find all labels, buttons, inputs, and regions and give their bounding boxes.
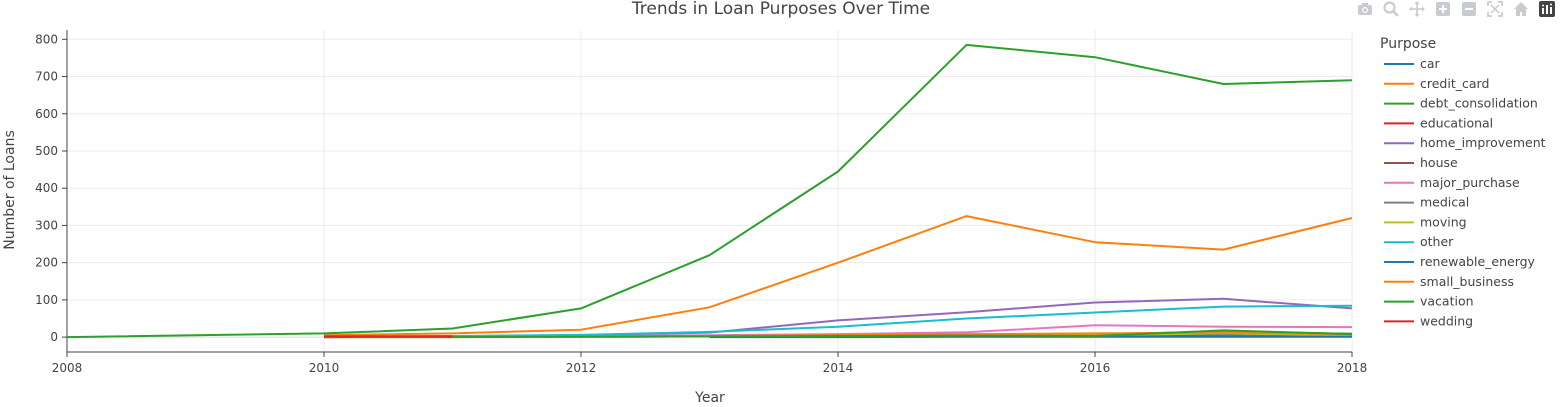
y-tick-label: 0 bbox=[50, 330, 58, 344]
legend-item-major_purchase[interactable]: major_purchase bbox=[1384, 175, 1520, 190]
legend-item-vacation[interactable]: vacation bbox=[1384, 294, 1474, 309]
legend-label: other bbox=[1420, 234, 1454, 249]
series-line-debt_consolidation[interactable] bbox=[67, 45, 1352, 337]
legend-item-medical[interactable]: medical bbox=[1384, 195, 1469, 210]
y-axis-title: Number of Loans bbox=[2, 130, 18, 250]
legend-item-small_business[interactable]: small_business bbox=[1384, 274, 1514, 289]
y-tick-label: 400 bbox=[35, 181, 58, 195]
y-tick-label: 800 bbox=[35, 32, 58, 46]
x-tick-label: 2010 bbox=[309, 361, 340, 375]
legend-item-renewable_energy[interactable]: renewable_energy bbox=[1384, 254, 1536, 269]
x-axis-title: Year bbox=[694, 390, 725, 403]
legend-items: car credit_card debt_consolidation educatio… bbox=[1384, 56, 1546, 328]
x-tick-label: 2012 bbox=[566, 361, 597, 375]
x-tick-label: 2018 bbox=[1337, 361, 1368, 375]
legend-item-moving[interactable]: moving bbox=[1384, 214, 1467, 229]
legend: Purpose car credit_card debt_consolidation… bbox=[1380, 36, 1546, 328]
legend-label: medical bbox=[1420, 195, 1469, 210]
y-tick-label: 100 bbox=[35, 293, 58, 307]
legend-item-home_improvement[interactable]: home_improvement bbox=[1384, 135, 1546, 150]
series-layer bbox=[67, 45, 1352, 337]
legend-item-car[interactable]: car bbox=[1384, 56, 1441, 71]
y-tick-label: 300 bbox=[35, 218, 58, 232]
legend-label: car bbox=[1420, 56, 1441, 71]
plotly-logo-icon[interactable] bbox=[1538, 0, 1556, 18]
grid-layer bbox=[67, 30, 1352, 352]
legend-item-credit_card[interactable]: credit_card bbox=[1384, 76, 1489, 91]
x-tick-label: 2014 bbox=[823, 361, 854, 375]
chart-title: Trends in Loan Purposes Over Time bbox=[631, 0, 930, 19]
pan-icon[interactable] bbox=[1408, 0, 1426, 18]
legend-label: moving bbox=[1420, 214, 1467, 229]
legend-label: major_purchase bbox=[1420, 175, 1520, 190]
autoscale-icon[interactable] bbox=[1486, 0, 1504, 18]
legend-label: vacation bbox=[1420, 294, 1474, 309]
zoom-out-icon[interactable] bbox=[1460, 0, 1478, 18]
x-tick-label: 2016 bbox=[1080, 361, 1111, 375]
legend-label: debt_consolidation bbox=[1420, 96, 1538, 111]
y-tick-label: 200 bbox=[35, 256, 58, 270]
zoom-in-icon[interactable] bbox=[1434, 0, 1452, 18]
home-icon[interactable] bbox=[1512, 0, 1530, 18]
legend-item-other[interactable]: other bbox=[1384, 234, 1454, 249]
legend-item-wedding[interactable]: wedding bbox=[1384, 313, 1473, 328]
camera-icon[interactable] bbox=[1356, 0, 1374, 18]
legend-label: house bbox=[1420, 155, 1458, 170]
axes-layer: 2008 2010 2012 2014 2016 2018 0 100 200 300 400 500… bbox=[35, 30, 1367, 375]
legend-label: small_business bbox=[1420, 274, 1514, 289]
modebar bbox=[1356, 0, 1556, 18]
legend-label: renewable_energy bbox=[1420, 254, 1536, 269]
y-tick-label: 600 bbox=[35, 107, 58, 121]
legend-label: home_improvement bbox=[1420, 135, 1546, 150]
legend-item-educational[interactable]: educational bbox=[1384, 115, 1493, 130]
x-tick-label: 2008 bbox=[52, 361, 83, 375]
legend-item-house[interactable]: house bbox=[1384, 155, 1458, 170]
legend-label: educational bbox=[1420, 115, 1493, 130]
legend-label: wedding bbox=[1420, 313, 1473, 328]
y-tick-label: 700 bbox=[35, 70, 58, 84]
zoom-icon[interactable] bbox=[1382, 0, 1400, 18]
y-tick-label: 500 bbox=[35, 144, 58, 158]
legend-title: Purpose bbox=[1380, 36, 1436, 52]
legend-label: credit_card bbox=[1420, 76, 1489, 91]
legend-item-debt_consolidation[interactable]: debt_consolidation bbox=[1384, 96, 1538, 111]
